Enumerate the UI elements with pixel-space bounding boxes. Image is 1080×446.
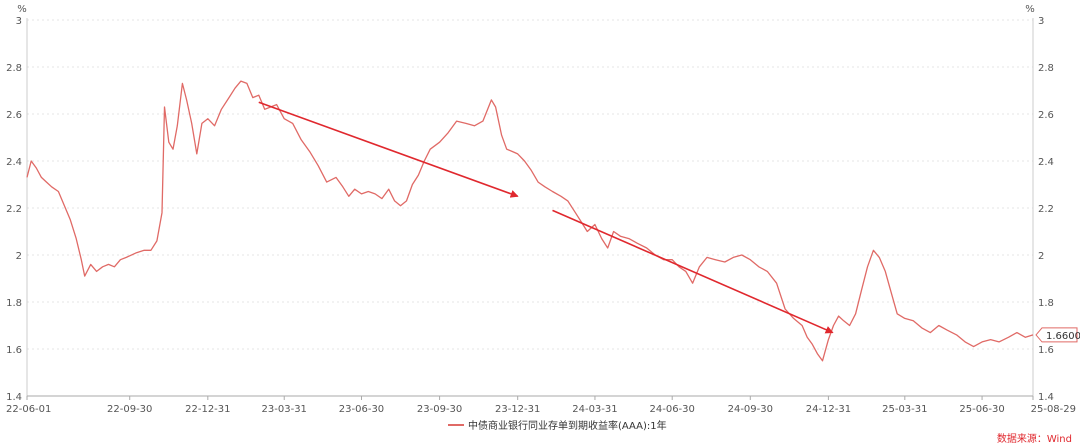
left-axis-unit: %: [17, 4, 27, 15]
x-tick-label: 24-09-30: [728, 404, 773, 415]
x-tick-label: 24-03-31: [572, 404, 617, 415]
x-tick-label: 22-12-31: [185, 404, 230, 415]
y-tick-label-right: 1.6: [1038, 345, 1054, 356]
y-tick-label-left: 2.4: [6, 157, 22, 168]
source-note: 数据来源：Wind: [997, 432, 1072, 445]
series-layer: [26, 80, 1034, 362]
legend-label: 中债商业银行同业存单到期收益率(AAA):1年: [468, 419, 667, 432]
y-tick-label-left: 2.6: [6, 110, 22, 121]
trend-arrow: [552, 209, 834, 334]
y-tick-label-left: 3: [16, 16, 22, 27]
x-tick-label: 25-03-31: [882, 404, 927, 415]
x-tick-label: 23-06-30: [339, 404, 384, 415]
y-tick-label-right: 2.2: [1038, 204, 1054, 215]
y-tick-label-left: 1.8: [6, 298, 22, 309]
x-tick-label: 23-03-31: [262, 404, 307, 415]
y-tick-label-right: 2.6: [1038, 110, 1054, 121]
y-tick-label-left: 1.4: [6, 392, 22, 403]
last-value-box: [1035, 327, 1078, 343]
y-tick-label-right: 2.8: [1038, 63, 1054, 74]
left-y-ticks: 1.4 1.6 1.8 2 2.2 2.4 2.6 2.8 3: [6, 16, 22, 403]
x-tick-label: 23-09-30: [417, 404, 462, 415]
gridlines: [27, 19, 1033, 350]
x-tick-label: 23-12-31: [495, 404, 540, 415]
series-line: [26, 80, 1034, 362]
x-tick-label: 25-06-30: [959, 404, 1004, 415]
x-tick-label: 22-06-01: [6, 404, 51, 415]
right-y-ticks: 1.4 1.6 1.8 2 2.2 2.4 2.6 2.8 3: [1038, 16, 1054, 403]
y-tick-label-left: 1.6: [6, 345, 22, 356]
y-tick-label-right: 1.4: [1038, 392, 1054, 403]
last-value-callout: 1.6600: [1035, 327, 1080, 343]
y-tick-label-right: 3: [1038, 16, 1044, 27]
x-tick-label: 22-09-30: [107, 404, 152, 415]
x-tick-label: 24-12-31: [806, 404, 851, 415]
y-tick-label-right: 2.4: [1038, 157, 1054, 168]
y-tick-label-left: 2: [16, 251, 22, 262]
right-axis-unit: %: [1025, 4, 1035, 15]
x-ticks: 22-06-01 22-09-30 22-12-31 23-03-31 23-06-30…: [6, 396, 1076, 415]
legend: 中债商业银行同业存单到期收益率(AAA):1年: [448, 419, 667, 432]
trend-arrows: [258, 101, 834, 334]
last-value-label: 1.6600: [1046, 331, 1080, 342]
x-tick-label: 25-08-29: [1031, 404, 1076, 415]
y-tick-label-left: 2.8: [6, 63, 22, 74]
y-tick-label-right: 1.8: [1038, 298, 1054, 309]
x-tick-label: 24-06-30: [650, 404, 695, 415]
y-tick-label-right: 2: [1038, 251, 1044, 262]
trend-arrow: [258, 101, 519, 198]
y-tick-label-left: 2.2: [6, 204, 22, 215]
